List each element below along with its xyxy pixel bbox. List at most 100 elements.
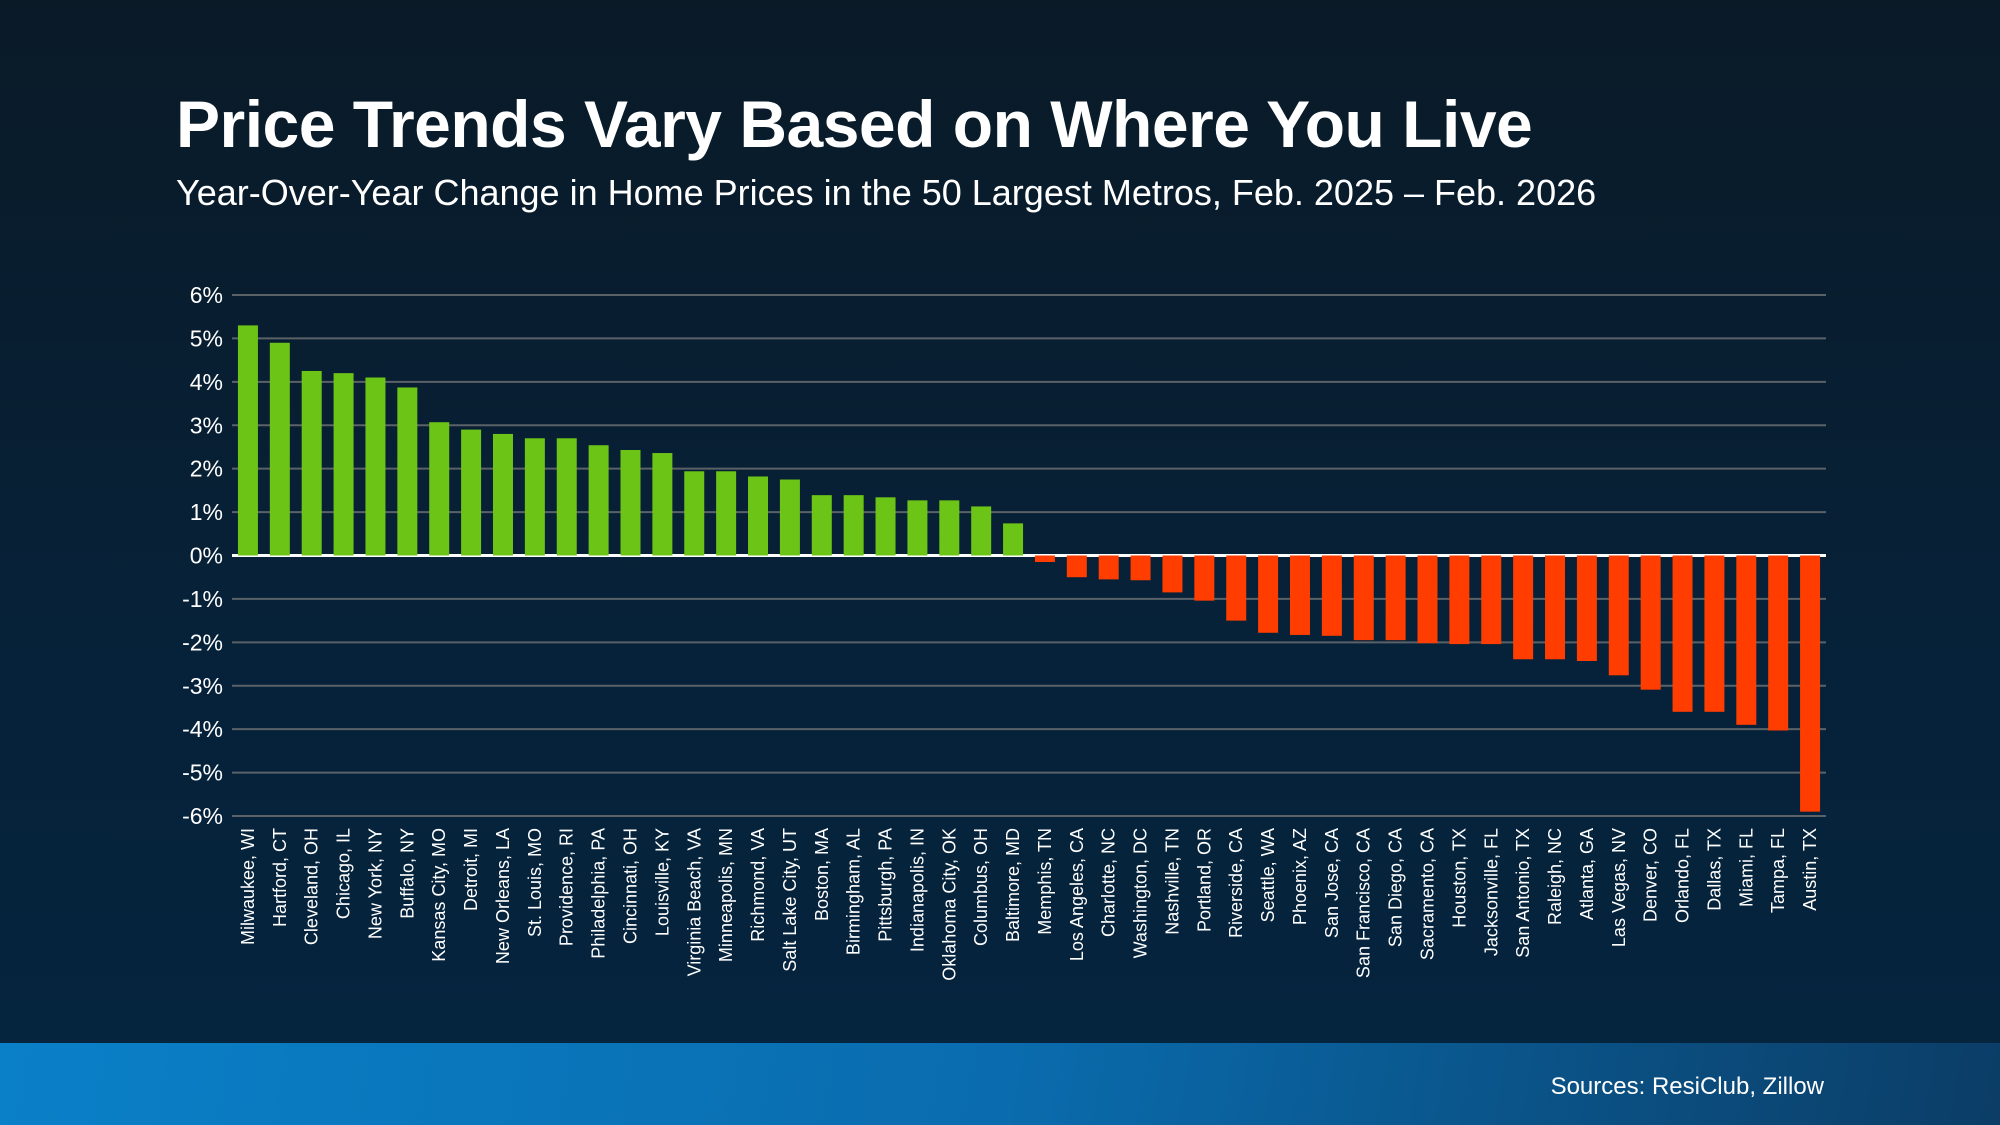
bar xyxy=(524,438,545,556)
bar xyxy=(1003,523,1024,556)
x-tick-label: Salt Lake City, UT xyxy=(780,828,800,972)
x-tick-label: Detroit, MI xyxy=(461,828,481,911)
x-tick-label: Charlotte, NC xyxy=(1099,828,1119,937)
bar xyxy=(1162,555,1183,593)
bar xyxy=(1353,555,1374,641)
bar xyxy=(492,433,513,556)
bar xyxy=(1672,555,1693,712)
bar xyxy=(1481,555,1502,645)
chart-title: Price Trends Vary Based on Where You Liv… xyxy=(176,87,1533,161)
x-tick-label: Seattle, WA xyxy=(1258,828,1278,922)
bar xyxy=(1608,555,1629,676)
x-tick-label: Richmond, VA xyxy=(748,828,768,942)
bar xyxy=(1513,555,1534,660)
y-tick-label: -3% xyxy=(182,673,223,699)
source-note: Sources: ResiClub, Zillow xyxy=(1550,1073,1824,1100)
bar xyxy=(843,495,864,556)
x-tick-label: Chicago, IL xyxy=(334,828,354,919)
x-tick-label: Pittsburgh, PA xyxy=(876,828,896,942)
x-tick-label: Boston, MA xyxy=(812,828,832,921)
y-tick-label: 2% xyxy=(190,456,223,482)
bar xyxy=(1321,555,1342,636)
bar-chart: 6% 5% 4% 3% 2% 1% 0% -1% -2% -3% -4% -5% -6% Milwauk… xyxy=(182,282,1826,981)
x-tick-label: Indianapolis, IN xyxy=(907,828,927,952)
footer-band: Sources: ResiClub, Zillow xyxy=(0,1043,2000,1125)
bar xyxy=(301,370,322,556)
bar xyxy=(1576,555,1597,662)
x-tick-label: San Antonio, TX xyxy=(1513,828,1533,958)
y-tick-label: 6% xyxy=(190,282,223,308)
x-tick-label: Memphis, TN xyxy=(1035,828,1055,935)
x-tick-label: New York, NY xyxy=(365,828,385,939)
x-tick-label: Phoenix, AZ xyxy=(1290,828,1310,925)
bar xyxy=(907,500,928,556)
x-tick-label: Philadelphia, PA xyxy=(589,828,609,959)
y-tick-label: 5% xyxy=(190,325,223,351)
bar xyxy=(971,506,992,556)
bar xyxy=(875,497,896,556)
bar xyxy=(1417,555,1438,644)
x-tick-label: San Jose, CA xyxy=(1322,828,1342,938)
x-tick-label: Sacramento, CA xyxy=(1418,828,1438,960)
x-tick-label: Miami, FL xyxy=(1736,828,1756,907)
y-tick-label: -4% xyxy=(182,716,223,742)
bar xyxy=(1800,555,1821,812)
bars xyxy=(237,325,1821,812)
x-tick-label: Virginia Beach, VA xyxy=(684,828,704,976)
x-tick-label: Las Vegas, NV xyxy=(1609,828,1629,947)
x-tick-label: Buffalo, NY xyxy=(397,828,417,919)
x-tick-label: Raleigh, NC xyxy=(1545,828,1565,925)
bar xyxy=(1226,555,1247,621)
bar xyxy=(811,495,832,556)
y-tick-label: 1% xyxy=(190,499,223,525)
bar xyxy=(269,342,290,556)
x-tick-label: Jacksonville, FL xyxy=(1481,828,1501,956)
bar xyxy=(397,387,418,556)
x-tick-label: Tampa, FL xyxy=(1768,828,1788,913)
y-tick-label: -2% xyxy=(182,629,223,655)
y-tick-label: -6% xyxy=(182,803,223,829)
x-tick-label: Riverside, CA xyxy=(1226,828,1246,938)
x-tick-label: Dallas, TX xyxy=(1704,828,1724,911)
bar xyxy=(1034,555,1055,563)
y-tick-label: 4% xyxy=(190,369,223,395)
x-tick-label: Hartford, CT xyxy=(270,828,290,927)
bar xyxy=(1258,555,1279,633)
bar xyxy=(365,377,386,556)
x-tick-label: Cleveland, OH xyxy=(302,828,322,945)
x-tick-label: Milwaukee, WI xyxy=(238,828,258,945)
bar xyxy=(652,453,673,556)
x-tick-label: Denver, CO xyxy=(1641,828,1661,922)
x-tick-label: St. Louis, MO xyxy=(525,828,545,937)
x-tick-label: Orlando, FL xyxy=(1673,828,1693,923)
x-tick-label: Washington, DC xyxy=(1131,828,1151,958)
bar xyxy=(1640,555,1661,690)
x-tick-label: Baltimore, MD xyxy=(1003,828,1023,942)
bar xyxy=(748,476,769,556)
y-tick-label: 0% xyxy=(190,543,223,569)
bar xyxy=(684,471,705,556)
x-tick-label: San Diego, CA xyxy=(1386,828,1406,947)
bar xyxy=(1736,555,1757,725)
bar xyxy=(779,479,800,556)
x-tick-label: Atlanta, GA xyxy=(1577,828,1597,920)
bar xyxy=(1098,555,1119,580)
x-tick-label: Louisville, KY xyxy=(652,828,672,936)
bar xyxy=(588,445,609,556)
bar xyxy=(333,373,354,556)
x-tick-label: Minneapolis, MN xyxy=(716,828,736,962)
bar xyxy=(1066,555,1087,578)
chart-subtitle: Year-Over-Year Change in Home Prices in … xyxy=(176,172,1597,213)
x-tick-label: Birmingham, AL xyxy=(844,828,864,955)
x-tick-label: New Orleans, LA xyxy=(493,828,513,964)
x-axis-labels: Milwaukee, WI Hartford, CT Cleveland, OH Ch… xyxy=(238,828,1820,981)
x-tick-label: Columbus, OH xyxy=(971,828,991,946)
x-tick-label: Nashville, TN xyxy=(1162,828,1182,935)
bar xyxy=(429,422,450,556)
bar xyxy=(716,471,737,556)
bar xyxy=(1289,555,1310,635)
x-tick-label: San Francisco, CA xyxy=(1354,828,1374,978)
x-tick-label: Portland, OR xyxy=(1194,828,1214,932)
y-tick-label: -1% xyxy=(182,586,223,612)
x-tick-label: Kansas City, MO xyxy=(429,828,449,962)
